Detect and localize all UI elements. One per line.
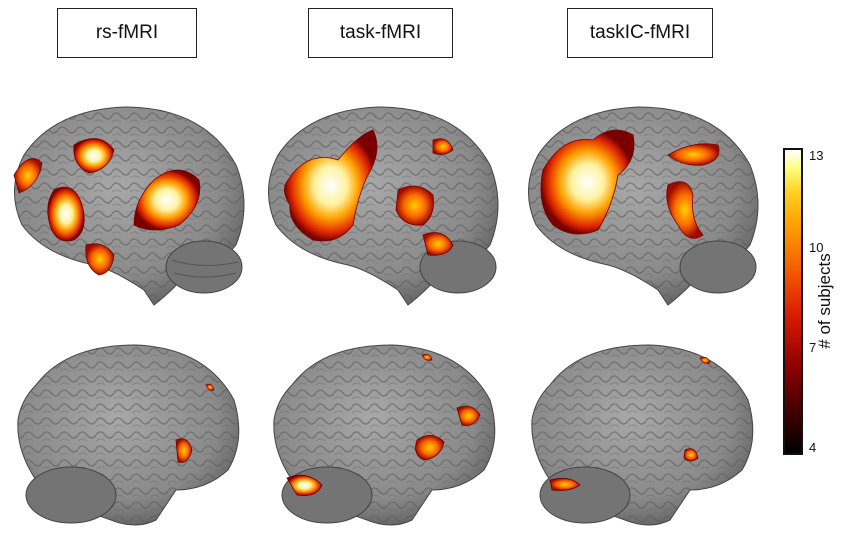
brain-rs-fmri-right-hemisphere	[17, 344, 240, 526]
panel-title-rs-fmri: rs-fMRI	[57, 8, 197, 58]
panel-title-taskic-fmri: taskIC-fMRI	[567, 8, 713, 58]
brain-taskic-fmri-right-hemisphere	[531, 344, 754, 526]
brain-task-fmri-left-hemisphere	[267, 106, 499, 306]
panel-title-task-fmri: task-fMRI	[308, 8, 453, 58]
colorbar-tick-4: 4	[809, 440, 817, 455]
colorbar-tick-13: 13	[809, 148, 824, 163]
colorbar-tick-7: 7	[809, 340, 817, 355]
colorbar-label: # of subjects	[815, 253, 834, 349]
brain-taskic-fmri-left-hemisphere	[527, 106, 759, 306]
colorbar	[783, 148, 803, 455]
brain-task-fmri-right-hemisphere	[273, 344, 496, 526]
activation-frontal	[47, 186, 85, 242]
brain-rs-fmri-left-hemisphere	[13, 106, 245, 306]
colorbar-tick-10: 10	[809, 240, 824, 255]
